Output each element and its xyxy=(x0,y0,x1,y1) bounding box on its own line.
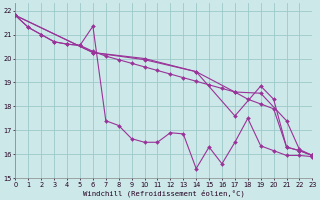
X-axis label: Windchill (Refroidissement éolien,°C): Windchill (Refroidissement éolien,°C) xyxy=(83,189,245,197)
